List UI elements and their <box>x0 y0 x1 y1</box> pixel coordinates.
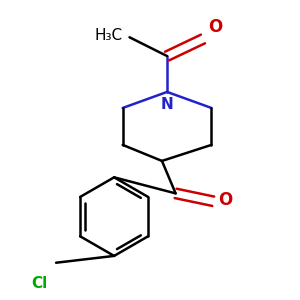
Text: H₃C: H₃C <box>94 28 123 43</box>
Text: O: O <box>208 18 222 36</box>
Text: Cl: Cl <box>31 276 47 291</box>
Text: O: O <box>218 190 233 208</box>
Text: N: N <box>161 97 173 112</box>
